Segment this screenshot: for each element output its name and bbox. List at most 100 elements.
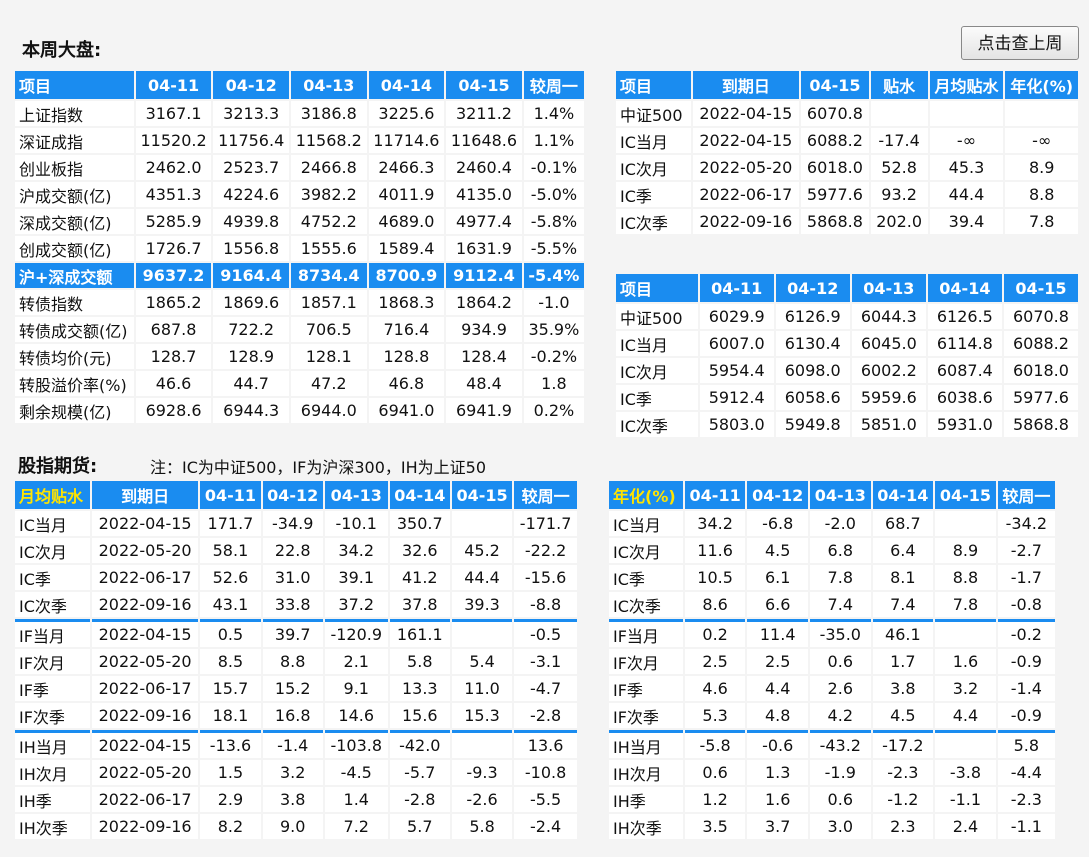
prev-week-button[interactable]: 点击查上周: [961, 26, 1079, 60]
table-cell: -3.1: [514, 649, 577, 674]
column-header: 年化(%): [609, 481, 683, 509]
table-cell: 46.1: [872, 619, 934, 647]
table-cell: -17.2: [872, 730, 934, 758]
table-cell: 1869.6: [213, 290, 289, 315]
table-row: IH当月 2022-04-15 -13.6 -1.4 -103.8 -42.0 13.6: [15, 730, 577, 758]
table-cell: 6070.8: [801, 101, 869, 126]
table-row: 剩余规模(亿) 6928.6 6944.3 6944.0 6941.0 6941.9 0.2…: [15, 398, 584, 423]
table-cell: 3.0: [809, 814, 871, 839]
table-cell: IC次季: [616, 412, 698, 437]
column-header: 04-15: [935, 481, 996, 509]
table-row: IH次季 2022-09-16 8.2 9.0 7.2 5.7 5.8 -2.4: [15, 814, 577, 839]
table-cell: IF季: [609, 676, 683, 701]
table-cell: 2022-06-17: [91, 565, 199, 590]
table-cell: IH季: [15, 787, 90, 812]
table-cell: 11.0: [451, 676, 513, 701]
table-cell: IC次季: [609, 592, 683, 617]
table-cell: -5.8%: [523, 209, 584, 234]
table-cell: 0.6: [684, 760, 746, 785]
table-row: IC次季 8.6 6.6 7.4 7.4 7.8 -0.8: [609, 592, 1055, 617]
table-cell: 中证500: [616, 101, 691, 126]
table-cell: 44.4: [451, 565, 513, 590]
table-cell: 4011.9: [368, 182, 445, 207]
table-cell: 1.8: [523, 371, 584, 396]
table-cell: 5868.8: [801, 209, 869, 234]
table-cell: -3.8: [935, 760, 996, 785]
table-cell: 上证指数: [15, 101, 134, 126]
table-cell: 6018.0: [801, 155, 869, 180]
table-cell: 6944.3: [213, 398, 289, 423]
table-cell: 934.9: [446, 317, 522, 342]
table-cell: IF次季: [609, 703, 683, 728]
table-cell: 1.5: [200, 760, 261, 785]
table-row: IC次月 2022-05-20 58.1 22.8 34.2 32.6 45.2 -22.2: [15, 538, 577, 563]
table-cell: -43.2: [809, 730, 871, 758]
table-cell: -0.2: [997, 619, 1055, 647]
table-cell: 1.1%: [523, 128, 584, 153]
column-header: 04-14: [389, 481, 450, 509]
table-cell: IH当月: [15, 730, 90, 758]
table-cell: IH季: [609, 787, 683, 812]
table-cell: -0.5: [514, 619, 577, 647]
table-cell: [935, 619, 996, 647]
table-cell: 706.5: [290, 317, 367, 342]
table-cell: -13.6: [200, 730, 261, 758]
table-cell: 4.4: [747, 676, 808, 701]
table-cell: 7.4: [872, 592, 934, 617]
table-cell: -1.1: [935, 787, 996, 812]
table-cell: 3.2: [262, 760, 323, 785]
table-cell: 6045.0: [851, 331, 926, 356]
table-cell: 5.8: [997, 730, 1055, 758]
column-header: 04-11: [699, 274, 774, 302]
table-cell: 7.2: [324, 814, 388, 839]
header-row: 月均贴水 到期日 04-11 04-12 04-13 04-14 04-15 较周一: [15, 481, 577, 509]
table-cell: 创成交额(亿): [15, 236, 134, 261]
table-cell: 4.2: [809, 703, 871, 728]
table-cell: 15.3: [451, 703, 513, 728]
table-row: 上证指数 3167.1 3213.3 3186.8 3225.6 3211.2 1.4%: [15, 101, 584, 126]
column-header: 04-12: [775, 274, 850, 302]
table-cell: 2022-05-20: [692, 155, 800, 180]
table-cell: IC次月: [609, 538, 683, 563]
table-cell: 8.9: [1005, 155, 1078, 180]
table-cell: IC次月: [15, 538, 90, 563]
table-cell: 3186.8: [290, 101, 367, 126]
table-cell: -5.8: [684, 730, 746, 758]
table-row: 转债指数 1865.2 1869.6 1857.1 1868.3 1864.2 -1.0: [15, 290, 584, 315]
column-header: 04-15: [446, 71, 522, 99]
table-row: IF次季 5.3 4.8 4.2 4.5 4.4 -0.9: [609, 703, 1055, 728]
column-header: 到期日: [692, 71, 800, 99]
table-cell: 剩余规模(亿): [15, 398, 134, 423]
table-cell: 3211.2: [446, 101, 522, 126]
table-cell: -120.9: [324, 619, 388, 647]
monthly-discount-table: 月均贴水 到期日 04-11 04-12 04-13 04-14 04-15 较周一 IC当月 2…: [13, 479, 579, 841]
table-cell: 11.4: [747, 619, 808, 647]
table-row: IC次季 2022-09-16 43.1 33.8 37.2 37.8 39.3 -8.8: [15, 592, 577, 617]
column-header: 到期日: [91, 481, 199, 509]
table-cell: 58.1: [200, 538, 261, 563]
table-cell: -22.2: [514, 538, 577, 563]
market-table: 项目 04-11 04-12 04-13 04-14 04-15 较周一 上证指数 3167.1…: [13, 69, 586, 425]
table-cell: IC次月: [616, 358, 698, 383]
table-cell: -0.8: [997, 592, 1055, 617]
table-cell: -8.8: [514, 592, 577, 617]
table-cell: 0.5: [200, 619, 261, 647]
table-row: IC次月 2022-05-20 6018.0 52.8 45.3 8.9: [616, 155, 1078, 180]
table-row: IF季 4.6 4.4 2.6 3.8 3.2 -1.4: [609, 676, 1055, 701]
table-cell: 1.7: [872, 649, 934, 674]
table-cell: -1.0: [523, 290, 584, 315]
table-cell: 171.7: [200, 511, 261, 536]
table-row: 中证500 2022-04-15 6070.8: [616, 101, 1078, 126]
table-row: 转债均价(元) 128.7 128.9 128.1 128.8 128.4 -0.2%: [15, 344, 584, 369]
table-cell: 2460.4: [446, 155, 522, 180]
table-cell: 6070.8: [1003, 304, 1078, 329]
table-cell: -9.3: [451, 760, 513, 785]
table-cell: 37.8: [389, 592, 450, 617]
table-cell: 1868.3: [368, 290, 445, 315]
table-cell: [451, 730, 513, 758]
table-cell: 5.8: [451, 814, 513, 839]
table-cell: 1.2: [684, 787, 746, 812]
table-cell: 46.6: [135, 371, 212, 396]
table-cell: 13.3: [389, 676, 450, 701]
table-cell: -6.8: [747, 511, 808, 536]
